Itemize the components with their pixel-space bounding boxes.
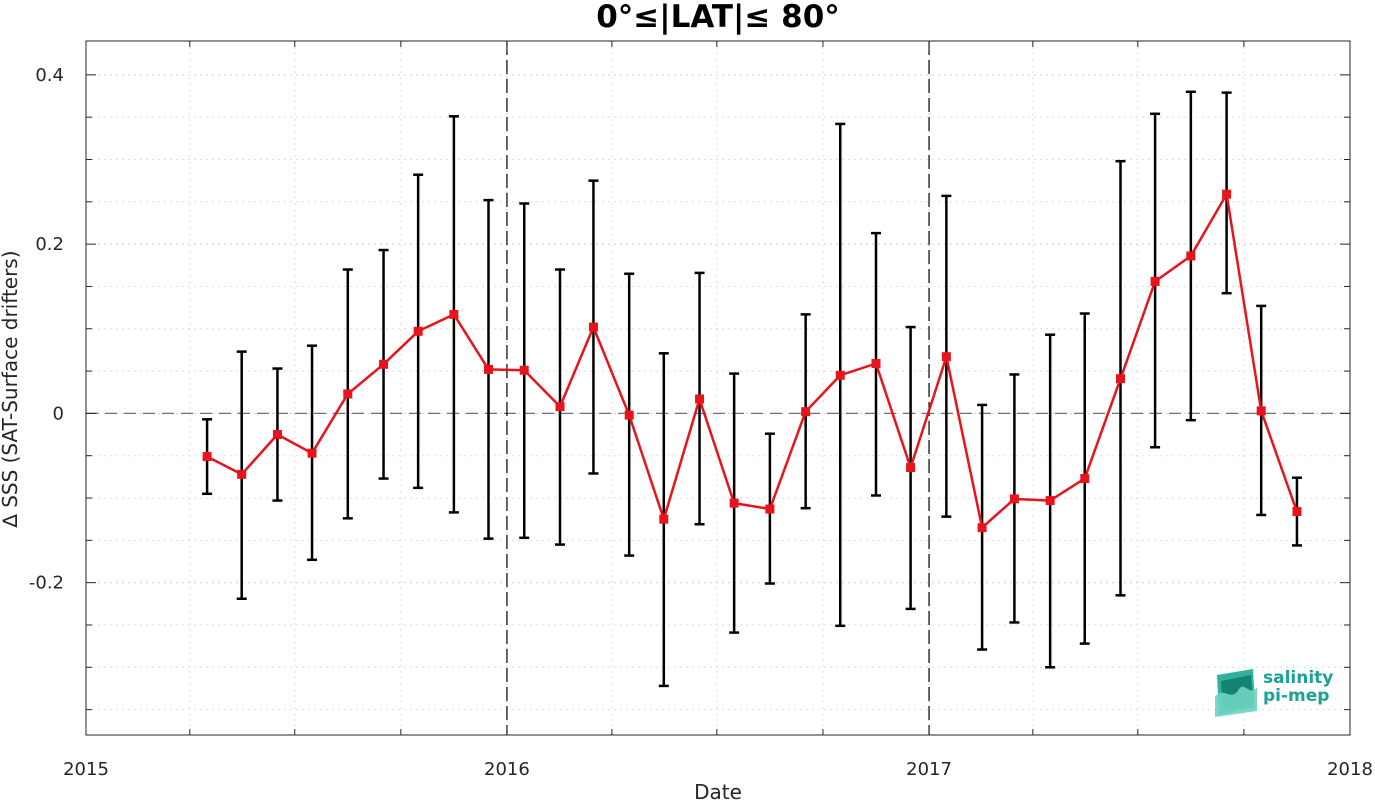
data-point [379,359,389,369]
reference-lines [86,41,1350,735]
y-tick-label: 0.2 [35,234,64,255]
axis-ticks [85,41,1351,735]
series-markers [202,189,1302,533]
data-point [1080,474,1090,484]
data-point [202,452,212,462]
data-point [977,523,987,533]
plot-frame [85,40,1351,736]
data-point [1150,276,1160,286]
y-axis-label: ∆ SSS (SAT-Surface drifters) [0,250,22,528]
data-point [519,365,529,375]
data-point [659,514,669,524]
data-point [1115,374,1125,384]
data-point [1186,251,1196,261]
data-point [1222,189,1232,199]
data-point [729,498,739,508]
data-point [1045,496,1055,506]
data-point [801,407,811,417]
series-line [206,192,1299,529]
data-point [835,370,845,380]
data-point [1256,406,1266,416]
logo-text-line2: pi-mep [1263,686,1330,706]
x-axis-label: Date [694,780,742,801]
data-point [483,364,493,374]
data-point [237,469,247,479]
y-tick-label: 0 [53,403,64,424]
data-point [307,448,317,458]
data-point [413,326,423,336]
y-tick-labels: -0.2 0 0.2 0.4 [29,65,64,594]
data-point [343,389,353,399]
grid [86,41,1350,735]
data-point [1292,507,1302,517]
data-point [941,352,951,362]
logo-mark-icon [1215,669,1257,717]
logo-text-line1: salinity [1263,668,1334,688]
x-tick-label: 2018 [1327,759,1373,780]
data-point [1009,494,1019,504]
x-tick-labels: 2015 2016 2017 2018 [63,759,1373,780]
y-tick-label: 0.4 [35,65,64,86]
data-point [765,504,775,514]
plot-area [86,41,1350,735]
chart-title: 0°≤|LAT|≤ 80° [596,0,840,35]
salinity-pi-mep-logo: salinity pi-mep [1213,667,1348,717]
series-line-path [206,192,1299,529]
x-tick-label: 2016 [484,759,530,780]
data-point [449,309,459,319]
data-point [871,358,881,368]
data-point [588,322,598,332]
data-point [555,402,565,412]
x-tick-label: 2015 [63,759,109,780]
data-point [624,410,634,420]
x-tick-label: 2017 [906,759,952,780]
data-point [695,394,705,404]
data-point [906,463,916,473]
y-tick-label: -0.2 [29,573,64,594]
data-point [272,430,282,440]
